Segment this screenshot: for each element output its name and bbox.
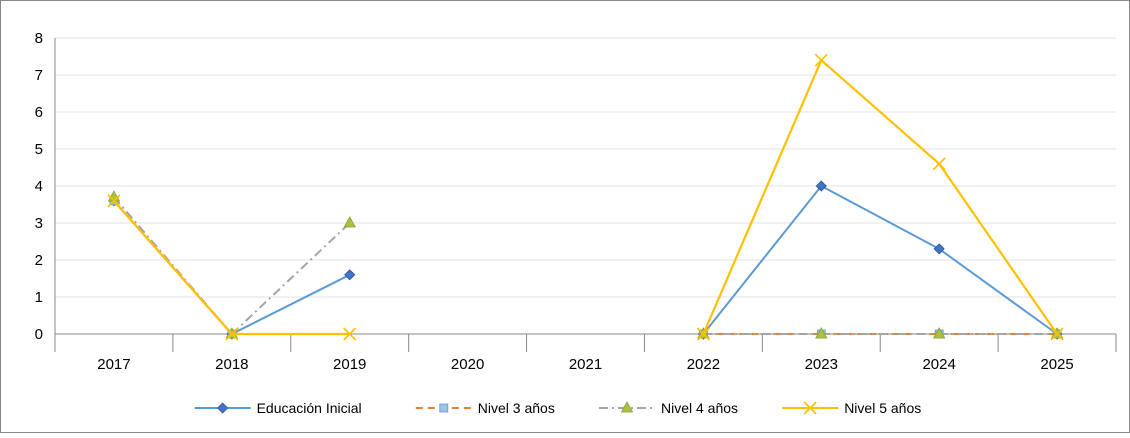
series-line-segment	[231, 222, 351, 335]
x-tick-label: 2022	[687, 356, 720, 373]
series-line-segment	[231, 273, 351, 335]
data-point	[225, 327, 239, 341]
y-tick-label: 7	[35, 67, 43, 84]
data-point	[696, 327, 710, 341]
series-2	[107, 190, 1064, 339]
legend-label: Nivel 5 años	[844, 400, 921, 416]
legend-item-2: Nivel 4 años	[599, 400, 738, 416]
x-tick-label: 2018	[215, 356, 248, 373]
x-tick-label: 2021	[569, 356, 602, 373]
series-line-segment	[702, 185, 823, 335]
series-line-segment	[702, 59, 823, 335]
data-point	[932, 157, 946, 171]
legend-label: Nivel 4 años	[661, 400, 738, 416]
gridlines	[55, 37, 1116, 298]
y-tick-label: 8	[35, 30, 43, 47]
y-tick-label: 5	[35, 141, 43, 158]
data-point	[933, 243, 945, 255]
x-tick-label: 2023	[805, 356, 838, 373]
legend-swatch-marker	[439, 403, 449, 413]
y-tick-label: 2	[35, 252, 43, 269]
data-point	[815, 180, 827, 192]
x-tick-label: 2020	[451, 356, 484, 373]
data-point	[107, 194, 121, 208]
y-tick-label: 0	[35, 326, 43, 343]
legend-label: Educación Inicial	[257, 400, 362, 416]
y-tick-label: 1	[35, 289, 43, 306]
data-point	[1050, 327, 1064, 341]
data-point	[932, 327, 946, 339]
data-point	[344, 269, 356, 281]
data-point	[815, 327, 828, 339]
x-tick-label: 2025	[1040, 356, 1073, 373]
x-tick-label: 2024	[922, 356, 955, 373]
series-line-segment	[113, 196, 233, 335]
data-point	[814, 53, 828, 67]
y-tick-label: 4	[35, 178, 43, 195]
series-3	[107, 53, 1064, 341]
y-tick-label: 3	[35, 215, 43, 232]
series-line-segment	[820, 185, 940, 250]
series-line-segment	[820, 59, 940, 165]
legend: Educación Inicial Nivel 3 años Nivel 4 año…	[194, 400, 921, 416]
legend-label: Nivel 3 años	[478, 400, 555, 416]
series-line-segment	[938, 163, 1058, 335]
series-line-segment	[938, 248, 1058, 335]
legend-item-1: Nivel 3 años	[415, 400, 555, 416]
series-group	[107, 53, 1064, 341]
x-tick-label: 2019	[333, 356, 366, 373]
legend-item-0: Educación Inicial	[194, 400, 362, 416]
legend-swatch-marker	[217, 402, 229, 414]
y-tick-label: 6	[35, 104, 43, 121]
data-point	[343, 327, 357, 341]
series-line-segment	[113, 200, 233, 335]
data-point	[343, 216, 356, 228]
x-tick-label: 2017	[97, 356, 130, 373]
legend-item-3: Nivel 5 años	[782, 400, 921, 416]
legend-swatch-marker	[620, 401, 634, 413]
legend-swatch-marker	[803, 401, 817, 415]
